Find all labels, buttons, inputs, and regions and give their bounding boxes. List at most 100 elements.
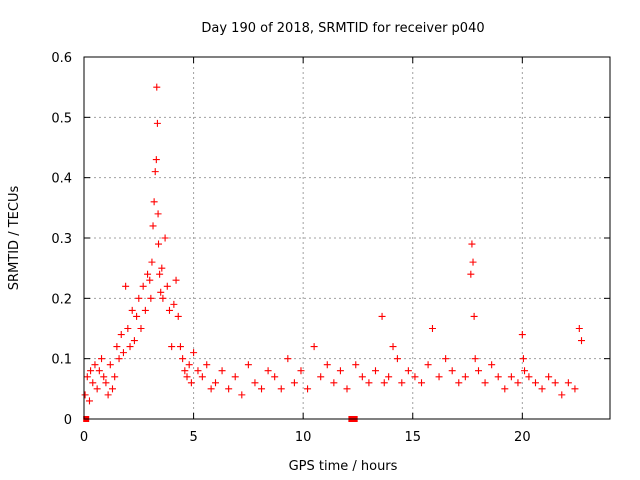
data-point [203, 361, 211, 369]
data-points-layer [81, 83, 586, 422]
data-point [91, 361, 99, 369]
tick-labels-layer: 0 0.1 0.2 0.3 0.4 0.5 0.6 0 5 10 15 20 [51, 51, 530, 445]
data-point [212, 379, 219, 387]
data-point [168, 343, 176, 351]
data-point [165, 306, 173, 314]
data-point [365, 379, 373, 387]
data-point [404, 367, 412, 375]
data-point [514, 379, 522, 387]
data-point [468, 240, 476, 248]
data-point [85, 397, 93, 405]
data-point [148, 258, 156, 266]
data-point [83, 373, 91, 381]
data-point [183, 373, 191, 381]
data-point [93, 385, 101, 393]
data-point [159, 294, 167, 302]
data-point [81, 391, 89, 399]
data-point [575, 325, 583, 332]
data-point [151, 168, 159, 176]
data-point [95, 367, 103, 375]
data-point [521, 367, 529, 375]
y-tick-label: 0.4 [51, 172, 72, 187]
data-point [378, 312, 386, 320]
data-point [424, 361, 432, 369]
data-point [448, 367, 456, 375]
data-point [310, 343, 318, 351]
data-point [323, 361, 331, 369]
y-tick-label: 0.3 [51, 232, 72, 247]
data-point [380, 379, 388, 387]
data-point [238, 391, 246, 399]
data-point [398, 379, 406, 387]
data-point [455, 379, 463, 387]
x-tick-label: 10 [295, 430, 312, 445]
data-point [181, 367, 189, 375]
data-point [135, 294, 143, 302]
data-point [519, 355, 527, 363]
data-point [264, 367, 272, 375]
x-tick-label: 15 [404, 430, 421, 445]
data-point [128, 306, 136, 314]
data-point [461, 373, 469, 381]
data-point [501, 385, 509, 393]
data-point [352, 361, 360, 369]
data-point [154, 210, 162, 218]
data-point [163, 282, 171, 290]
data-point [185, 361, 193, 369]
data-point [518, 331, 526, 339]
data-point [176, 343, 184, 351]
data-point [435, 373, 443, 381]
data-point [172, 276, 180, 284]
y-tick-label: 0.6 [51, 51, 72, 66]
data-point [158, 264, 166, 272]
data-point [117, 331, 125, 339]
data-point [153, 83, 161, 91]
data-point [578, 337, 586, 345]
data-point [190, 349, 198, 357]
x-tick-label: 5 [189, 430, 197, 445]
data-point [170, 300, 178, 308]
data-point [467, 270, 475, 278]
data-point [113, 343, 121, 351]
y-tick-label: 0.1 [51, 353, 72, 368]
data-point [137, 325, 145, 332]
data-point [558, 391, 566, 399]
data-point [471, 355, 479, 363]
data-point [198, 373, 206, 381]
data-point [115, 355, 123, 363]
data-point [538, 385, 546, 393]
data-point [231, 373, 239, 381]
data-point [156, 270, 164, 278]
y-axis-label: SRMTID / TECUs [7, 186, 22, 291]
y-tick-label: 0 [64, 413, 72, 428]
data-point [149, 222, 157, 230]
data-point [152, 156, 160, 164]
data-point [244, 361, 252, 369]
data-point [525, 373, 533, 381]
data-point [218, 367, 226, 375]
data-point [507, 373, 515, 381]
data-point [469, 258, 477, 266]
data-point [150, 198, 158, 206]
data-point [418, 379, 426, 387]
data-point [161, 234, 169, 242]
data-point [475, 367, 482, 375]
data-point [442, 355, 450, 363]
data-point [141, 306, 149, 314]
data-point [317, 373, 325, 381]
data-point [304, 385, 312, 393]
data-point [157, 288, 165, 296]
data-point [147, 294, 155, 302]
data-point [139, 282, 147, 290]
data-point [153, 119, 161, 127]
data-point [130, 337, 138, 345]
data-point [389, 343, 397, 351]
data-point [100, 373, 108, 381]
chart-title: Day 190 of 2018, SRMTID for receiver p04… [201, 21, 484, 36]
data-point [494, 373, 502, 381]
y-tick-label: 0.2 [51, 292, 72, 307]
x-tick-label: 20 [514, 430, 531, 445]
data-point [481, 379, 489, 387]
